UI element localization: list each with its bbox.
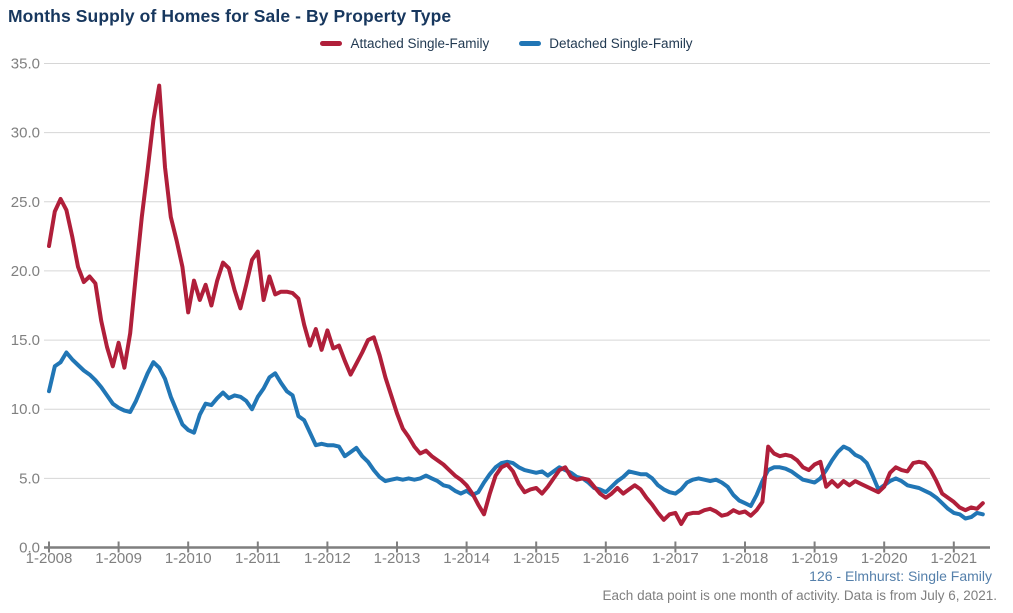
x-axis-label: 1-2018 bbox=[722, 550, 769, 567]
x-axis-label: 1-2011 bbox=[235, 550, 281, 567]
legend-item-detached: Detached Single-Family bbox=[519, 36, 693, 51]
series-line-attached-single-family bbox=[47, 83, 985, 526]
x-axis-label: 1-2019 bbox=[791, 550, 838, 567]
x-axis-label: 1-2014 bbox=[443, 550, 490, 567]
x-axis-label: 1-2013 bbox=[374, 550, 421, 567]
x-axis-label: 1-2016 bbox=[582, 550, 629, 567]
legend: Attached Single-Family Detached Single-F… bbox=[0, 36, 1013, 51]
chart-title: Months Supply of Homes for Sale - By Pro… bbox=[8, 6, 452, 26]
x-axis-label: 1-2009 bbox=[95, 550, 142, 567]
x-axis-label: 1-2020 bbox=[861, 550, 908, 567]
y-axis-label: 10.0 bbox=[11, 401, 40, 418]
footnote-note: Each data point is one month of activity… bbox=[602, 588, 997, 603]
y-axis-label: 15.0 bbox=[11, 332, 40, 349]
y-axis-label: 0.0 bbox=[19, 540, 40, 557]
y-axis-label: 5.0 bbox=[19, 470, 40, 487]
x-axis-label: 1-2021 bbox=[930, 550, 977, 567]
x-axis-label: 1-2010 bbox=[165, 550, 212, 567]
x-axis-label: 1-2012 bbox=[304, 550, 351, 567]
y-axis-label: 25.0 bbox=[11, 194, 40, 211]
x-axis-label: 1-2017 bbox=[652, 550, 699, 567]
series-line-detached-single-family bbox=[47, 350, 985, 521]
y-axis-label: 30.0 bbox=[11, 125, 40, 142]
detached-line-swatch-icon bbox=[519, 41, 542, 46]
attached-line-swatch-icon bbox=[320, 41, 343, 46]
footnote-source: 126 - Elmhurst: Single Family bbox=[809, 568, 992, 584]
legend-item-attached: Attached Single-Family bbox=[320, 36, 489, 51]
y-axis-label: 35.0 bbox=[11, 56, 40, 73]
y-axis-label: 20.0 bbox=[11, 263, 40, 280]
legend-label-attached: Attached Single-Family bbox=[350, 36, 490, 51]
x-axis-label: 1-2008 bbox=[26, 550, 73, 567]
legend-label-detached: Detached Single-Family bbox=[549, 36, 693, 51]
x-axis-label: 1-2015 bbox=[513, 550, 560, 567]
